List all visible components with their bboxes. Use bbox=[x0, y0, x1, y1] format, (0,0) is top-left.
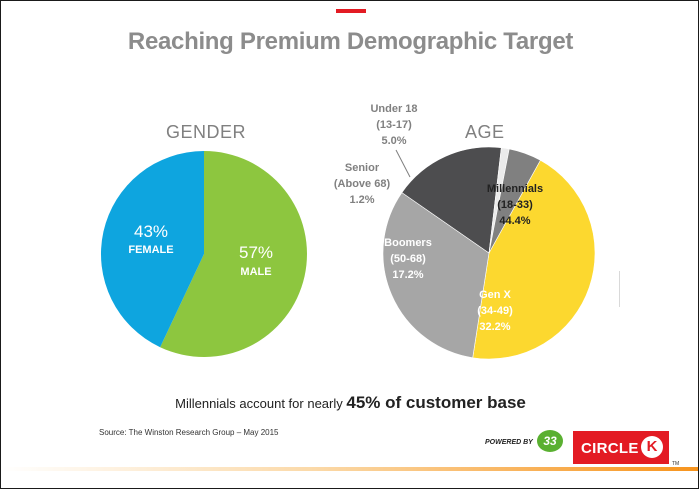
gender-female-value: 43% bbox=[134, 222, 168, 241]
age-millennials-value: 44.4% bbox=[499, 215, 530, 227]
age-slice-millennials bbox=[472, 159, 596, 360]
age-under18-value: 5.0% bbox=[381, 135, 406, 147]
gender-male-value: 57% bbox=[239, 243, 273, 262]
age-genx-value: 32.2% bbox=[479, 321, 510, 333]
age-boomers-label: Boomers bbox=[384, 237, 432, 249]
under18-leader-line bbox=[395, 149, 411, 178]
gender-chart-title: GENDER bbox=[166, 122, 247, 142]
age-senior-range: (Above 68) bbox=[334, 178, 391, 190]
age-senior-label: Senior bbox=[345, 162, 380, 174]
trademark-mark: TM bbox=[672, 461, 680, 467]
gender-male-label: MALE bbox=[240, 266, 271, 278]
age-boomers-value: 17.2% bbox=[392, 269, 423, 281]
source-note: Source: The Winston Research Group – May… bbox=[99, 428, 279, 437]
age-millennials-range: (18-33) bbox=[497, 199, 533, 211]
age-genx-label: Gen X bbox=[479, 289, 511, 301]
circle-k-logo-mark: K bbox=[641, 436, 663, 458]
bottom-gradient-bar bbox=[1, 467, 698, 471]
age-senior-value: 1.2% bbox=[349, 194, 374, 206]
circle-k-logo-text: CIRCLE bbox=[581, 440, 639, 457]
age-slice-boomers bbox=[401, 146, 502, 254]
age-under18-range: (13-17) bbox=[376, 119, 412, 131]
right-divider bbox=[619, 271, 620, 307]
gender-female-label: FEMALE bbox=[128, 244, 173, 256]
age-slice-under-18 bbox=[488, 148, 541, 254]
powered-by-label: POWERED BY bbox=[485, 439, 533, 446]
caption: Millennials account for nearly 45% of cu… bbox=[1, 393, 698, 413]
caption-prefix: Millennials account for nearly bbox=[175, 396, 347, 411]
circle-k-logo: CIRCLE K bbox=[573, 431, 669, 464]
partner-33-logo: 33 bbox=[537, 430, 563, 452]
slide-title: Reaching Premium Demographic Target bbox=[127, 28, 574, 55]
age-under18-label: Under 18 bbox=[370, 103, 417, 115]
age-slice-gen-x bbox=[382, 192, 490, 359]
gender-slice-female bbox=[100, 151, 204, 348]
caption-highlight: 45% of customer base bbox=[346, 393, 526, 412]
top-accent-bar bbox=[336, 9, 366, 13]
age-millennials-label: Millennials bbox=[487, 183, 543, 195]
age-genx-range: (34-49) bbox=[477, 305, 513, 317]
age-boomers-range: (50-68) bbox=[390, 253, 426, 265]
age-chart-title: AGE bbox=[465, 122, 505, 142]
gender-slice-male bbox=[160, 151, 307, 357]
